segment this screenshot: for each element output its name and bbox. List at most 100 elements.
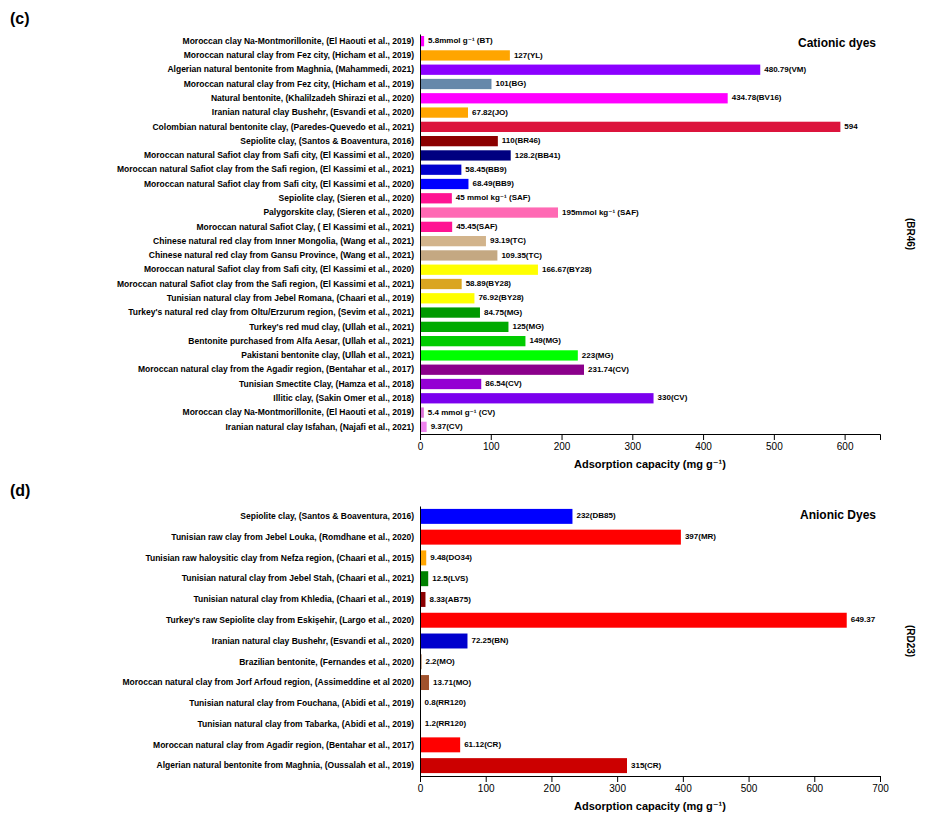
bar [420,307,480,317]
tick: 300 [609,776,626,794]
tick-mark [491,434,492,440]
tick-label: 600 [806,783,823,794]
bar [420,379,481,389]
tick: 400 [675,776,692,794]
category-label: Tunisian natural clay from Jebel Romana,… [167,293,415,303]
category-label: Tunisian natural clay from Tabarka, (Abi… [198,719,415,729]
axis-title: Adsorption capacity (mg g⁻¹) [574,458,726,470]
category-label: Brazilian bentonite, (Fernandes et al., … [239,656,414,666]
data-label: 125(MG) [512,322,544,331]
category-label: Tunisian natural clay from Khledia, (Cha… [194,594,415,604]
bar [420,675,429,690]
annotation: (RD23) [905,625,916,657]
tick: 400 [695,434,712,452]
tick: Colombian natural bentonite clay, (Pared… [152,122,414,132]
tick-label: 200 [554,441,571,452]
tick: Moroccan natural Safiot clay from the Sa… [117,164,414,174]
tick: Moroccan clay Na-Montmorillonite, (El Ha… [183,407,415,417]
bar [420,207,558,217]
category-label: Tunisian natural clay from Fouchana, (Ab… [189,698,414,708]
category-label: Pakistani bentonite clay, (Ullah et al.,… [241,350,414,360]
annotation: (BR46) [905,218,916,250]
category-label: Moroccan natural clay from the Agadir re… [138,364,414,374]
category-label: Natural bentonite, (Khalilzadeh Shirazi … [211,93,414,103]
data-label: 315(CR) [631,761,662,770]
category-label: Illitic clay, (Sakin Omer et al., 2018) [273,393,414,403]
tick: Algerian natural bentonite from Maghnia,… [167,64,414,74]
tick: Turkey's red mud clay, (Ullah et al., 20… [249,322,414,332]
category-label: Algerian natural bentonite from Maghnia,… [167,64,414,74]
category-label: Moroccan natural clay from Fez city, (Hi… [184,79,415,89]
data-label: 45.45(SAF) [456,222,498,231]
category-label: Iranian natural clay Bushehr, (Esvandi e… [212,636,414,646]
tick-mark [551,776,552,782]
axis-line [421,777,881,783]
x-axis: 0100200300400500600700 [418,776,890,794]
tick: 200 [544,776,561,794]
tick-mark [814,776,815,782]
x-axis: 0100200300400500600 [418,434,881,452]
data-label: 1.2(RR120) [425,719,467,728]
data-label: 45 mmol kg⁻¹ (SAF) [456,193,531,202]
data-label: 76.92(BY28) [478,293,524,302]
title: (d) [10,482,30,499]
category-label: Colombian natural bentonite clay, (Pared… [152,122,414,132]
tick: Sepiolite clay, (Santos & Boaventura, 20… [240,136,414,146]
panel: 232(DB85)397(MR)9.48(DO34)12.5(LVS)8.33(… [122,507,916,813]
data-label: 12.5(LVS) [432,574,468,583]
category-label: Moroccan natural clay from Jorf Arfoud r… [122,677,414,687]
tick-mark [845,434,846,440]
category-label: Moroccan natural Safiot clay from Safi c… [144,264,414,274]
data-label: 9.37(CV) [431,422,463,431]
tick: Moroccan natural Safiot clay from Safi c… [144,264,414,274]
data-labels: 5.8mmol g⁻¹ (BT)127(YL)480.79(VM)101(BG)… [428,36,858,431]
bar [420,93,728,103]
tick: Turkey's natural red clay from Oltu/Erzu… [128,307,414,317]
bar [420,613,847,628]
category-label: Turkey's red mud clay, (Ullah et al., 20… [249,322,414,332]
tick: Pakistani bentonite clay, (Ullah et al.,… [241,350,414,360]
tick: 600 [806,776,823,794]
bar [420,222,452,232]
tick-mark [683,776,684,782]
tick: 0 [418,776,424,794]
bar [420,250,497,260]
data-label: 480.79(VM) [764,65,806,74]
data-label: 8.33(AB75) [429,595,471,604]
y-axis: Sepiolite clay, (Santos & Boaventura, 20… [122,507,420,777]
annotation: Anionic Dyes [800,508,876,522]
tick-label: 500 [741,783,758,794]
data-label: 166.67(BY28) [542,265,592,274]
tick: Sepiolite clay, (Sieren et al., 2020) [279,193,415,203]
bar [420,279,462,289]
tick: Moroccan natural Safiot clay from Safi c… [144,150,414,160]
category-label: Sepiolite clay, (Sieren et al., 2020) [279,193,415,203]
tick: Chinese natural red clay from Inner Mong… [153,236,414,246]
bar [420,136,498,146]
tick-label: 300 [609,783,626,794]
category-label: Palygorskite clay, (Sieren et al., 2020) [263,207,414,217]
tick: Tunisian natural clay from Fouchana, (Ab… [189,698,414,708]
bar [420,530,681,545]
y-axis: Moroccan clay Na-Montmorillonite, (El Ha… [117,35,421,435]
axis-title: Adsorption capacity (mg g⁻¹) [574,800,726,812]
bars [420,509,847,773]
bar [420,193,452,203]
category-label: Moroccan natural Safiot clay from the Sa… [117,164,414,174]
tick: Turkey's raw Sepiolite clay from Eskişeh… [166,615,414,625]
bar [420,107,468,117]
axis-line [420,507,421,777]
tick: Brazilian bentonite, (Fernandes et al., … [239,656,414,666]
bar [420,79,491,89]
data-label: 127(YL) [514,51,543,60]
tick: Sepiolite clay, (Santos & Boaventura, 20… [240,511,414,521]
tick: Moroccan natural clay from Agadir region… [153,740,414,750]
tick: Chinese natural red clay from Gansu Prov… [149,250,414,260]
tick: Moroccan natural Safiot clay from Safi c… [144,179,414,189]
category-label: Algerian natural bentonite from Maghnia,… [157,760,415,770]
annotation: Cationic dyes [798,36,876,50]
tick: 100 [483,434,500,452]
data-label: 110(BR46) [502,136,541,145]
tick-mark [632,434,633,440]
tick-label: 0 [418,441,424,452]
